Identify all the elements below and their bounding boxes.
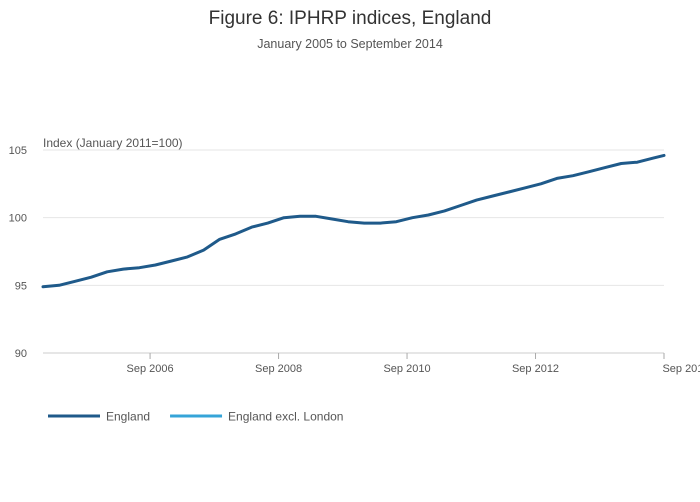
y-tick-label: 100 <box>9 213 27 225</box>
y-axis-label: Index (January 2011=100) <box>43 136 183 150</box>
legend[interactable]: England England excl. London <box>48 410 343 424</box>
legend-label: England <box>106 410 150 424</box>
grid-lines <box>43 149 664 354</box>
x-tick-label: Sep 2008 <box>255 363 302 375</box>
x-tick-label: Sep 2014 <box>662 363 700 375</box>
y-tick-label: 90 <box>15 348 27 360</box>
chart-title: Figure 6: IPHRP indices, England <box>209 8 492 29</box>
series-line-0 <box>41 153 666 289</box>
legend-item-0[interactable]: England <box>48 410 150 424</box>
chart-subtitle: January 2005 to September 2014 <box>257 37 443 51</box>
y-tick-label: 105 <box>9 145 27 157</box>
legend-label: England excl. London <box>228 410 343 424</box>
axis-ticks: 90 95 100 105 Sep 2006 Sep 2008 Sep 2010 Sep 20… <box>9 145 700 375</box>
x-tick-label: Sep 2006 <box>127 363 174 375</box>
legend-item-1[interactable]: England excl. London <box>170 410 343 424</box>
series-lines <box>41 153 666 289</box>
y-tick-label: 95 <box>15 280 27 292</box>
x-tick-label: Sep 2012 <box>512 363 559 375</box>
x-tick-label: Sep 2010 <box>383 363 430 375</box>
